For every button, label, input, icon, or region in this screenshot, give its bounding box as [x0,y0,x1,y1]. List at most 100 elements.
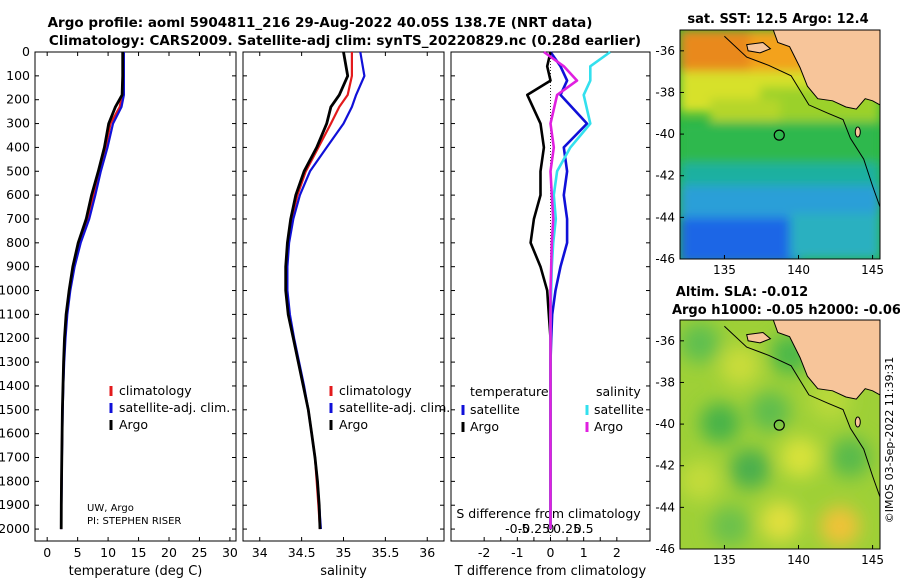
y-tick-label: -36 [655,334,675,348]
sla-patch [680,460,720,501]
sla-patch [780,437,820,478]
y-tick-label: 1900 [0,497,30,512]
x-axis-label: salinity [320,564,367,579]
x-tick-label: 15 [131,545,147,560]
legend-label: Argo [594,419,623,434]
pi-note-line1: UW, Argo [87,503,134,514]
x-tick-label: 10 [100,545,116,560]
x-tick-label: 35 [336,545,352,560]
y-tick-label: -44 [655,500,675,514]
y-tick-label: -42 [655,459,675,473]
sla-patch [700,403,740,444]
y-tick-label: 1500 [0,402,30,417]
island [854,126,861,138]
sst-map-panel: 135 140 145 -36 -38 -40 -42 -44 -46 sat. SST: 12.… [655,12,884,277]
salinity-profile-panel: 34 34.5 35 35.5 36 salinity climatology satelli… [242,51,450,579]
island [746,41,772,54]
x-tick-label: 1 [580,545,588,560]
sla-patch [760,501,800,542]
series-line-argo [284,51,350,530]
y-tick-label: -40 [655,417,675,431]
y-tick-label: -42 [655,169,675,183]
sla-map-subtitle: Argo h1000: -0.05 h2000: -0.065 [672,303,900,318]
argo-float-marker [773,419,785,431]
x-tick-label: 145 [861,553,884,567]
sla-patch [820,506,860,547]
sst-patch [680,121,880,168]
x2-tick-label: -0.5 [505,521,529,536]
legend-title-temperature: temperature [470,384,549,399]
x-tick-label: 34 [252,545,268,560]
island [854,416,861,428]
map-frame [679,319,881,550]
legend-label: satellite [470,402,520,417]
y-tick-label: -38 [655,85,675,99]
y-tick-label: -46 [655,542,675,556]
figure-title-line1: Argo profile: aoml 5904811_216 29-Aug-20… [48,15,593,31]
sla-patch [720,345,760,386]
y-tick-label: 1300 [0,354,30,369]
legend-label: climatology [339,383,412,398]
x-tick-label: 140 [787,553,810,567]
x-tick-label: 135 [713,263,736,277]
sla-patch [710,506,750,547]
series-line-argo [59,52,125,530]
y-tick-label: 1400 [0,378,30,393]
figure-title-line2: Climatology: CARS2009. Satellite-adj cli… [49,33,641,49]
sst-patch [710,98,780,122]
y-tick-label: 1700 [0,450,30,465]
y-tick-label: -44 [655,210,675,224]
y-tick-label: 1600 [0,426,30,441]
x-axis-label: temperature (deg C) [69,564,203,579]
legend-label: satellite-adj. clim. [119,400,230,415]
x2-axis-label: S difference from climatology [456,506,641,521]
x-tick-label: 20 [161,545,177,560]
y-tick-label: 100 [6,68,30,83]
y-tick-label: 900 [6,259,30,274]
legend-label: Argo [119,417,148,432]
x-tick-label: 135 [713,553,736,567]
x-tick-label: 140 [787,263,810,277]
x2-tick-label: 0.25 [553,521,581,536]
sla-patch [750,391,790,432]
y-tick-label: -40 [655,127,675,141]
legend-label: satellite [594,402,644,417]
x-tick-label: 2 [613,545,621,560]
land-mass [772,30,880,110]
legend-label: Argo [470,419,499,434]
y-tick-label: -46 [655,252,675,266]
plot-frame [34,51,237,542]
y-tick-label: 300 [6,116,30,131]
y-tick-label: 600 [6,187,30,202]
x-tick-label: -1 [511,545,523,560]
pi-note-line2: PI: STEPHEN RISER [87,516,181,527]
x-tick-label: 0 [547,545,555,560]
sst-patch [680,217,800,259]
sla-map-panel: 135 140 145 -36 -38 -40 -42 -44 -46 Altim. SLA: -… [655,285,900,567]
sla-patch [830,437,870,478]
y-tick-label: 2000 [0,521,30,536]
argo-float-marker [773,129,785,141]
legend-title-salinity: salinity [596,384,641,399]
shelf-contour [724,35,880,208]
x-tick-label: 0 [43,545,51,560]
island [746,331,772,344]
shelf-contour [724,325,880,498]
copyright-footer: ©IMOS 03-Sep-2022 11:39:31 [883,357,896,523]
y-tick-label: 400 [6,139,30,154]
y-tick-label: 1800 [0,473,30,488]
sla-map-title: Altim. SLA: -0.012 [676,285,808,300]
legend-label: Argo [339,417,368,432]
x-axis-label: T difference from climatology [454,564,647,579]
x2-tick-label: -0.25 [518,521,550,536]
x-tick-label: 145 [861,263,884,277]
x-tick-label: 35.5 [371,545,399,560]
y-tick-label: 500 [6,163,30,178]
x-tick-label: -2 [478,545,490,560]
temperature-profile-panel: 0100200300400500600700800900100011001200… [0,44,238,579]
x2-tick-label: 0.5 [574,521,594,536]
y-tick-label: 800 [6,235,30,250]
sst-map-title: sat. SST: 12.5 Argo: 12.4 [687,12,868,27]
sst-patch [790,213,880,259]
